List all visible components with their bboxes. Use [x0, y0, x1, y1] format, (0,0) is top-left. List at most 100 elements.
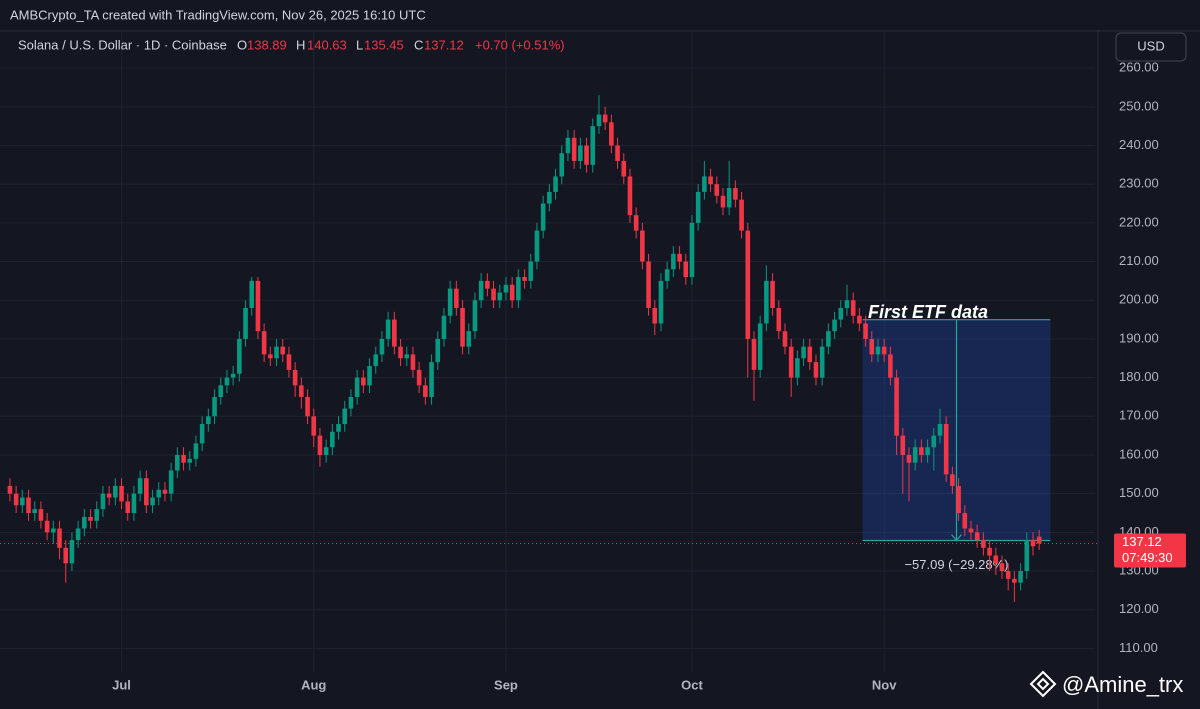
candle-body: [534, 230, 540, 262]
candle-body: [119, 485, 124, 502]
low-value: 135.45: [364, 37, 404, 52]
candle-body: [503, 284, 509, 293]
y-tick-label: 200.00: [1119, 292, 1159, 307]
candle-body: [745, 230, 751, 339]
candle-body: [212, 396, 217, 417]
candle-body: [206, 416, 211, 425]
last-price-label: 137.12: [1122, 534, 1162, 549]
candle-body: [912, 447, 918, 463]
candle-body: [621, 160, 627, 177]
candle-body: [528, 261, 534, 281]
candle-body: [156, 489, 162, 498]
watermark-logo: [1029, 670, 1057, 698]
candle-body: [547, 191, 552, 204]
y-tick-label: 210.00: [1119, 253, 1159, 268]
candle-body: [664, 269, 670, 281]
candle-body: [1024, 540, 1030, 572]
candle-body: [435, 338, 441, 363]
candle-body: [7, 485, 13, 494]
candle-body: [447, 288, 453, 316]
candle-body: [460, 307, 465, 347]
candle-body: [292, 369, 298, 386]
candle-body: [919, 447, 924, 455]
y-tick-label: 240.00: [1119, 137, 1159, 152]
candle-body: [137, 478, 143, 494]
candle-body: [609, 122, 614, 146]
candle-body: [367, 366, 372, 386]
candle-body: [373, 354, 379, 367]
candle-body: [131, 493, 137, 514]
candle-body: [633, 215, 639, 231]
open-label: O: [237, 37, 247, 52]
last-price-box: [1114, 533, 1186, 568]
candle-body: [869, 338, 875, 355]
symbol: Solana / U.S. Dollar · 1D · Coinbase: [18, 37, 227, 52]
candle-body: [106, 493, 112, 498]
candle-body: [1012, 578, 1017, 583]
candle-body: [571, 137, 577, 161]
candle-body: [509, 284, 515, 301]
candle-body: [702, 176, 707, 192]
candle-body: [925, 447, 930, 455]
candle-body: [354, 377, 360, 397]
candle-body: [813, 362, 819, 378]
x-tick-label: Aug: [301, 677, 326, 692]
annotation: First ETF data: [868, 302, 988, 322]
candle-body: [317, 435, 323, 455]
candle-body: [497, 292, 503, 301]
candle-body: [1036, 536, 1042, 544]
candle-body: [168, 470, 174, 494]
candle-body: [423, 385, 428, 397]
currency-button[interactable]: [1115, 32, 1187, 62]
candle-body: [32, 509, 38, 514]
candle-body: [683, 261, 689, 278]
candle-body: [590, 126, 596, 165]
candle-body: [906, 454, 912, 463]
y-tick-label: 150.00: [1119, 485, 1159, 500]
candle-body: [162, 489, 168, 494]
candle-body: [615, 145, 620, 161]
watermark: @Amine_trx: [1062, 672, 1183, 697]
candle-body: [113, 485, 118, 498]
y-tick-label: 190.00: [1119, 330, 1159, 345]
candle-body: [627, 176, 633, 216]
candle-body: [881, 346, 887, 355]
candle-body: [348, 396, 354, 409]
candle-body: [379, 338, 385, 355]
y-tick-label: 170.00: [1119, 408, 1159, 423]
candle-body: [20, 497, 25, 506]
currency[interactable]: USD: [1137, 38, 1164, 53]
candle-body: [472, 300, 478, 332]
candle-body: [243, 307, 248, 339]
measure-arrowhead: [951, 534, 962, 542]
candle-body: [237, 338, 242, 374]
candle-body: [850, 300, 856, 316]
candle-body: [739, 199, 744, 231]
candle-body: [559, 153, 565, 177]
candle-body: [13, 493, 19, 506]
candle-body: [863, 323, 868, 339]
candle-body: [249, 280, 255, 308]
candle-body: [150, 497, 155, 506]
candle-body: [584, 145, 589, 165]
candle-body: [94, 509, 100, 521]
candle-body: [261, 331, 267, 355]
close-value: 137.12: [424, 37, 464, 52]
candle-body: [776, 307, 782, 332]
plot-area: 110.00120.00130.00140.00150.00160.00170.…: [0, 31, 1159, 692]
high-label: H: [296, 37, 305, 52]
change: +0.70 (+0.51%): [475, 37, 565, 52]
x-tick-label: Sep: [494, 677, 518, 692]
candle-body: [733, 188, 738, 200]
candle-body: [987, 547, 992, 556]
y-tick-label: 120.00: [1119, 601, 1159, 616]
candle-body: [410, 354, 416, 370]
candle-body: [187, 458, 193, 463]
candle-body: [516, 277, 521, 301]
candle-body: [770, 280, 775, 308]
candle-body: [807, 346, 813, 363]
candle-body: [788, 346, 794, 378]
candle-body: [63, 547, 69, 564]
candle-body: [708, 176, 713, 185]
